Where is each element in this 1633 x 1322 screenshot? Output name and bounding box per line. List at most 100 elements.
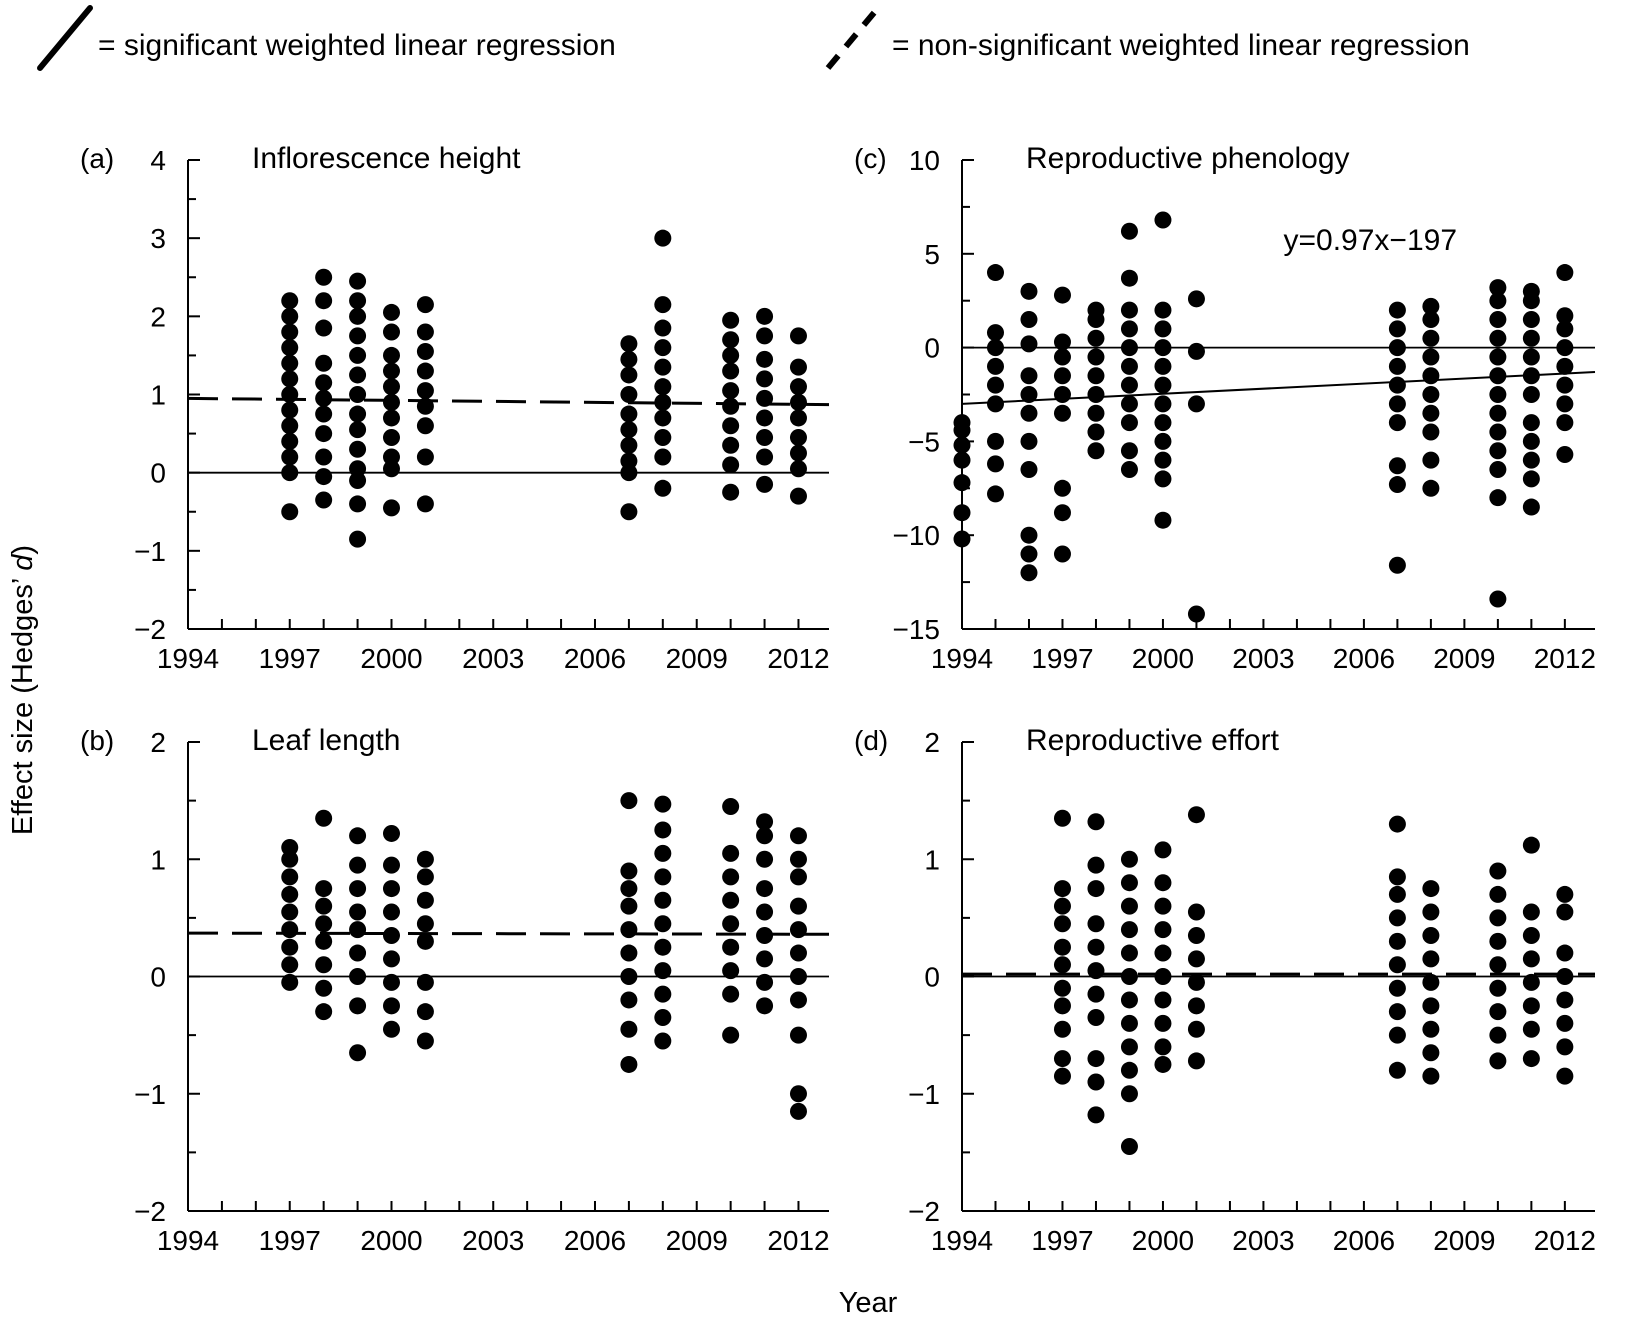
data-point [1522, 310, 1540, 328]
data-point [416, 323, 434, 341]
panel-label: (c) [854, 143, 887, 174]
series-year-2001 [1187, 290, 1205, 623]
data-point [1120, 414, 1138, 432]
series-year-1999 [349, 827, 367, 1062]
data-point [1154, 944, 1172, 962]
data-point [722, 397, 740, 415]
data-point [1053, 997, 1071, 1015]
data-point [1154, 841, 1172, 859]
data-point [315, 354, 333, 372]
data-point [382, 460, 400, 478]
data-point [1154, 301, 1172, 319]
data-point [1422, 903, 1440, 921]
series-year-1995 [986, 264, 1004, 503]
data-point [1489, 461, 1507, 479]
y-tick-label: 5 [924, 239, 940, 270]
data-point [1120, 376, 1138, 394]
data-point [654, 339, 672, 357]
data-point [722, 1026, 740, 1044]
y-tick-label: −10 [893, 520, 941, 551]
data-point [756, 307, 774, 325]
data-point [281, 354, 299, 372]
x-tick-label: 2009 [666, 643, 728, 674]
series-year-2011 [1522, 836, 1540, 1068]
data-point [953, 504, 971, 522]
data-point [281, 323, 299, 341]
y-tick-label: −1 [134, 1079, 166, 1110]
data-point [315, 1003, 333, 1021]
data-point [1053, 1067, 1071, 1085]
data-point [1087, 348, 1105, 366]
y-tick-label: −2 [134, 1196, 166, 1227]
data-point [281, 339, 299, 357]
series-year-2001 [416, 850, 434, 1050]
data-point [1020, 564, 1038, 582]
data-point [1522, 997, 1540, 1015]
x-tick-label: 2012 [767, 1225, 829, 1256]
data-point [722, 436, 740, 454]
series-year-2011 [1522, 282, 1540, 516]
data-point [654, 1009, 672, 1027]
data-point [1522, 282, 1540, 300]
data-point [1422, 423, 1440, 441]
data-point [953, 530, 971, 548]
series-year-2012 [1556, 264, 1574, 464]
legend-solid-line-icon [37, 5, 93, 71]
data-point [1053, 956, 1071, 974]
data-point [756, 327, 774, 345]
data-point [1388, 868, 1406, 886]
data-point [315, 319, 333, 337]
data-point [1020, 282, 1038, 300]
data-point [315, 448, 333, 466]
data-point [315, 897, 333, 915]
data-point [416, 915, 434, 933]
data-point [1388, 339, 1406, 357]
data-point [349, 471, 367, 489]
data-point [756, 850, 774, 868]
data-point [1556, 1067, 1574, 1085]
series-year-2007 [620, 335, 638, 521]
series-year-2010 [722, 311, 740, 501]
series-year-1999 [349, 272, 367, 548]
data-point [1053, 386, 1071, 403]
y-tick-label: −15 [893, 614, 941, 645]
data-point [1087, 1009, 1105, 1027]
data-point [620, 1055, 638, 1073]
data-point [620, 386, 638, 403]
data-point [1087, 962, 1105, 980]
data-point [1154, 376, 1172, 394]
data-point [1422, 367, 1440, 385]
data-point [1489, 862, 1507, 880]
data-point [1556, 395, 1574, 413]
y-tick-label: −1 [134, 536, 166, 567]
series-year-1999 [1120, 222, 1138, 479]
data-point [1422, 950, 1440, 968]
data-point [1187, 926, 1205, 944]
x-tick-label: 1997 [259, 1225, 321, 1256]
data-point [349, 997, 367, 1015]
series-year-1994 [953, 414, 971, 548]
y-axis-label-close: ) [7, 545, 39, 555]
data-point [1422, 973, 1440, 991]
data-point [654, 448, 672, 466]
data-point [1489, 956, 1507, 974]
panel-b: 1994 1997 2000 2003 2006 2009 2012 2 1 0 −1 −2 (b) Le… [80, 724, 830, 1256]
data-point [789, 444, 807, 462]
data-point [382, 378, 400, 396]
data-point [1522, 973, 1540, 991]
data-point [953, 414, 971, 432]
data-point [281, 370, 299, 388]
series-year-2011 [756, 813, 774, 1015]
data-point [1522, 903, 1540, 921]
data-point [1187, 997, 1205, 1015]
data-point [1154, 1038, 1172, 1056]
data-point [1053, 1020, 1071, 1038]
data-point [1053, 286, 1071, 304]
data-point [1422, 297, 1440, 315]
data-point [1087, 329, 1105, 347]
data-point [789, 827, 807, 845]
x-tick-label: 1994 [931, 643, 993, 674]
data-point [1489, 885, 1507, 903]
data-point [654, 479, 672, 497]
legend-significant-label: = significant weighted linear regression [98, 29, 616, 62]
